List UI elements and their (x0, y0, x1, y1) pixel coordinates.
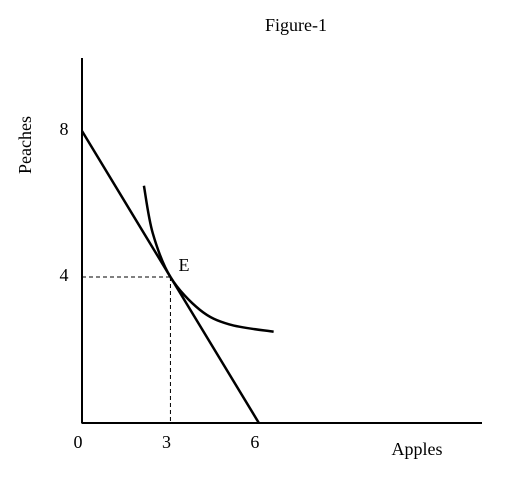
y-tick-label: 4 (60, 265, 69, 285)
y-tick-label: 8 (60, 119, 69, 139)
series-line (142, 185, 274, 333)
chart-title: Figure-1 (265, 15, 327, 35)
x-tick-label: 0 (74, 432, 83, 452)
y-axis-label: Peaches (15, 116, 35, 174)
x-axis-label: Apples (392, 439, 443, 459)
point-label: E (178, 255, 189, 275)
x-tick-label: 3 (162, 432, 171, 452)
x-tick-label: 6 (250, 432, 259, 452)
